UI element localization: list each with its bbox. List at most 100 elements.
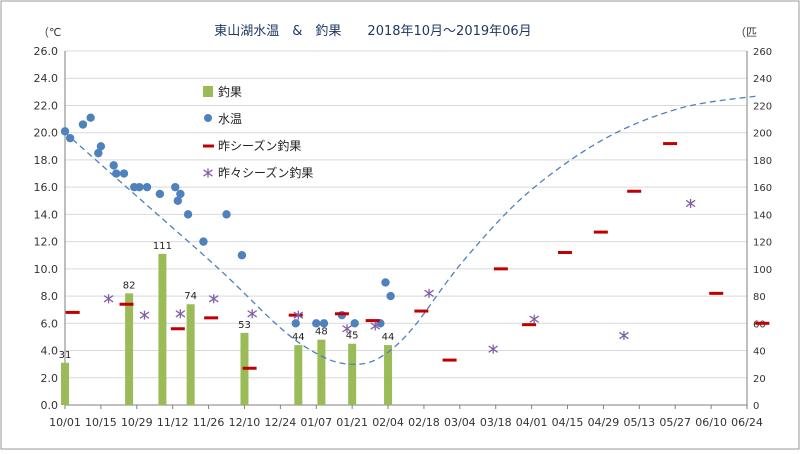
legend-water-temp-label: 水温 [218,112,242,126]
water-temp-point [350,319,359,328]
catch-bar [158,253,167,405]
legend-last-season-label: 昨シーズン釣果 [218,138,301,153]
water-temp-point [312,319,321,328]
x-tick-label: 12/10 [229,416,261,429]
star-stroke [139,311,150,319]
star-stroke [370,322,381,330]
two-seasons-ago-marker [208,294,219,304]
left-tick-label: 10.0 [34,263,59,276]
left-tick-label: 6.0 [41,317,59,330]
right-tick-label: 180 [753,156,772,167]
legend-water-temp-swatch [204,114,212,122]
right-tick-label: 80 [753,292,766,303]
star-stroke [342,325,352,333]
water-temp-point [142,182,152,192]
two-seasons-ago-marker [424,288,434,298]
x-tick-label: 10/29 [121,416,153,429]
water-temp-point [183,210,193,219]
left-tick-label: 24.0 [34,72,59,85]
two-seasons-ago-marker [175,309,186,319]
water-temp-point [78,120,88,129]
x-tick-label: 04/29 [588,416,620,429]
two-seasons-ago-marker [103,294,114,304]
water-temp-point [222,210,231,219]
water-temp-point [60,127,70,136]
water-temp-point [199,237,208,246]
right-tick-label: 160 [753,183,772,194]
water-temp-point [176,189,185,199]
x-axis-ticks: 10/01 10/15 10/29 11/12 11/26 12/10 12/24 01/07… [49,405,763,429]
star-stroke [247,310,258,318]
x-tick-label: 05/27 [659,416,691,429]
star-stroke [103,295,114,303]
left-tick-label: 4.0 [41,345,59,358]
catch-bar-label: 31 [59,350,72,361]
legend-catch-label: 釣果 [218,84,242,99]
water-temp-point [386,291,395,301]
x-tick-label: 01/07 [300,416,332,429]
right-tick-label: 140 [753,210,772,221]
water-temp-point [171,182,180,192]
x-tick-label: 03/18 [480,416,512,429]
water-temp-point [86,113,95,122]
x-tick-label: 04/15 [552,416,584,429]
water-temp-point [291,319,300,328]
star-stroke [175,310,186,318]
catch-bar [61,362,69,405]
star-stroke [203,169,213,177]
star-stroke [619,331,629,340]
catch-bar [348,343,357,405]
water-temp-point [65,133,75,143]
left-tick-label: 26.0 [34,45,59,58]
chart-title: 東山湖水温 & 釣果 2018年10月～2019年06月 [214,23,531,39]
left-tick-label: 18.0 [34,154,59,167]
right-tick-label: 40 [753,347,766,358]
two-seasons-ago-marker [619,331,629,341]
x-tick-label: 10/01 [49,416,81,429]
left-tick-label: 8.0 [41,290,59,303]
catch-bar-labels: 31 82 111 74 53 44 48 45 44 [59,241,395,361]
catch-bar [384,345,393,405]
x-tick-label: 04/01 [516,416,548,429]
catch-bar-label: 44 [292,332,305,343]
x-tick-label: 02/04 [372,416,404,429]
x-tick-label: 12/24 [265,416,297,429]
star-stroke [424,289,434,298]
x-tick-label: 11/12 [157,416,189,429]
left-tick-label: 14.0 [34,208,59,221]
catch-bar [317,339,326,405]
star-stroke [208,295,219,303]
right-tick-label: 20 [753,374,766,385]
water-temp-point [155,189,165,199]
legend-two-seasons-ago-label: 昨々シーズン釣果 [218,165,313,180]
star-stroke [293,311,304,319]
left-tick-label: 12.0 [34,236,59,249]
legend-star [203,168,213,178]
star-stroke [488,345,499,353]
x-tick-label: 11/26 [193,416,225,429]
water-temp-point [109,161,118,170]
right-tick-label: 260 [753,47,772,58]
right-axis-ticks: 020406080100120140160180200220240260 [753,47,772,412]
legend-catch-swatch [203,86,213,97]
left-tick-label: 20.0 [34,127,59,140]
right-tick-label: 0 [753,401,759,412]
two-seasons-ago-marker [342,324,352,334]
water-temp-point [237,251,247,260]
x-tick-label: 06/24 [731,416,763,429]
legend-two-seasons-ago-swatch [203,168,213,178]
water-temp-point [135,182,144,192]
water-temp-point [173,196,183,205]
catch-bar [294,345,303,405]
two-seasons-ago-marker [370,321,381,331]
water-temp-point [96,142,106,151]
catch-bar-label: 44 [382,332,395,343]
x-tick-label: 01/21 [336,416,368,429]
x-tick-label: 03/04 [444,416,476,429]
two-seasons-ago-markers [103,198,696,354]
left-tick-label: 16.0 [34,181,59,194]
catch-bar-label: 53 [238,320,251,331]
water-temp-point [112,169,121,178]
right-tick-label: 200 [753,129,772,140]
